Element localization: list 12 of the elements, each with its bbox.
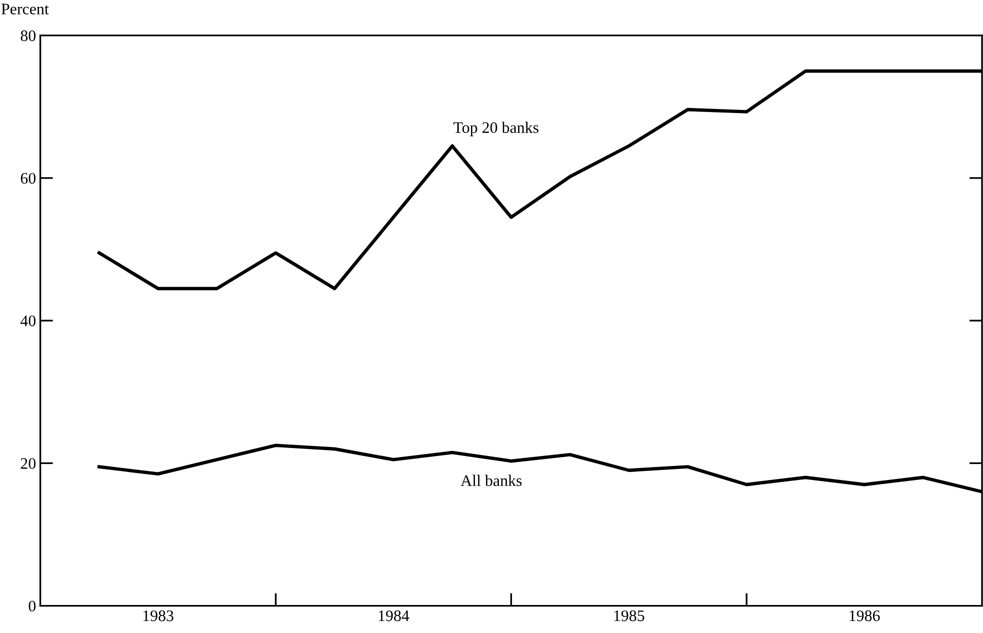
y-tick-label: 40 <box>20 316 36 326</box>
series-label: All banks <box>460 474 522 486</box>
y-tick-label: 60 <box>20 172 36 184</box>
y-tick-label: 80 <box>20 30 36 42</box>
y-axis-title: Percent <box>1 4 49 14</box>
series-label: Top 20 banks <box>453 122 538 136</box>
x-tick-label: 1984 <box>378 610 410 622</box>
x-tick-label: 1983 <box>143 610 174 622</box>
x-tick-label: 1986 <box>850 610 880 622</box>
x-tick-label: 1985 <box>614 610 644 622</box>
y-tick-label: 0 <box>28 600 36 612</box>
y-tick-label: 20 <box>20 458 36 469</box>
